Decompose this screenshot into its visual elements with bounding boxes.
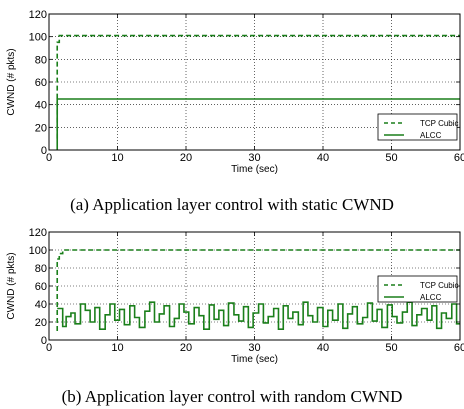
- x-tick-label: 0: [46, 342, 52, 354]
- figure-a: 0 10 20 30 40 50 60 0 20 40 60 80 100 120 Time (sec) CW…: [0, 0, 464, 190]
- x-tick-label: 40: [317, 342, 329, 354]
- x-tick-label: 50: [385, 342, 397, 354]
- series-line-tcp-cubic: [56, 34, 460, 139]
- x-tick-label: 60: [454, 342, 464, 354]
- series-line-alcc: [56, 98, 460, 150]
- series-line-tcp-cubic: [56, 249, 460, 331]
- x-tick-label: 0: [46, 152, 52, 164]
- x-axis-label: Time (sec): [231, 164, 278, 175]
- x-tick-label: 40: [317, 152, 329, 164]
- legend-label-tcp-cubic: TCP Cubic: [420, 119, 459, 128]
- y-tick-label: 0: [41, 335, 47, 347]
- figure-b: 0 10 20 30 40 50 60 0 20 40 60 80 100 120 Time (sec) CW…: [0, 224, 464, 384]
- caption-b: (b) Application layer control with rando…: [61, 387, 403, 406]
- chart-b: 0 10 20 30 40 50 60 0 20 40 60 80 100 120 Time (sec) CW…: [6, 227, 464, 365]
- y-tick-label: 20: [35, 122, 47, 134]
- y-tick-label: 120: [29, 227, 47, 239]
- y-tick-label: 20: [35, 317, 47, 329]
- x-tick-label: 30: [248, 152, 260, 164]
- y-tick-label: 100: [29, 245, 47, 257]
- x-tick-label: 30: [248, 342, 260, 354]
- legend-label-alcc: ALCC: [420, 131, 442, 140]
- x-tick-label: 10: [111, 342, 123, 354]
- y-tick-label: 120: [29, 9, 47, 21]
- series-line-alcc: [57, 301, 460, 330]
- y-tick-label: 40: [35, 299, 47, 311]
- x-tick-label: 60: [454, 152, 464, 164]
- x-tick-label: 20: [180, 342, 192, 354]
- x-axis-label: Time (sec): [231, 354, 278, 365]
- x-tick-label: 50: [385, 152, 397, 164]
- chart-a: 0 10 20 30 40 50 60 0 20 40 60 80 100 120 Time (sec) CW…: [6, 9, 464, 175]
- y-tick-label: 60: [35, 77, 47, 89]
- y-axis-label: CWND (# pkts): [6, 252, 17, 319]
- y-tick-label: 60: [35, 281, 47, 293]
- y-tick-label: 40: [35, 100, 47, 112]
- y-tick-label: 0: [41, 145, 47, 157]
- y-tick-label: 80: [35, 54, 47, 66]
- y-axis-label: CWND (# pkts): [6, 48, 17, 115]
- x-tick-label: 10: [111, 152, 123, 164]
- caption-a: (a) Application layer control with stati…: [70, 195, 394, 214]
- legend-label-tcp-cubic: TCP Cubic: [420, 281, 459, 290]
- legend-label-alcc: ALCC: [420, 293, 442, 302]
- y-tick-label: 80: [35, 263, 47, 275]
- x-tick-label: 20: [180, 152, 192, 164]
- y-tick-label: 100: [29, 32, 47, 44]
